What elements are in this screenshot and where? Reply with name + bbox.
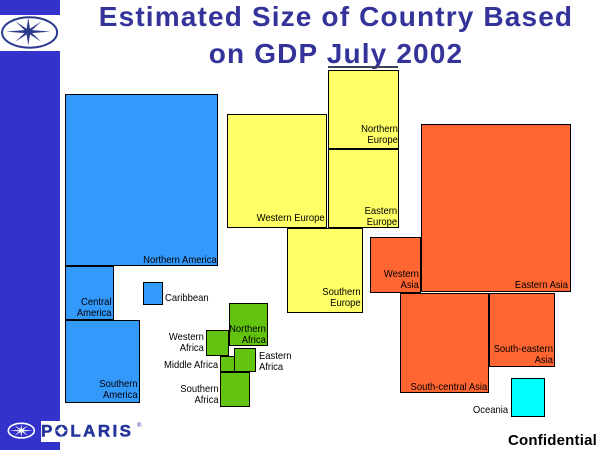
svg-text:POLARIS: POLARIS xyxy=(41,422,133,441)
svg-text:®: ® xyxy=(137,422,142,429)
